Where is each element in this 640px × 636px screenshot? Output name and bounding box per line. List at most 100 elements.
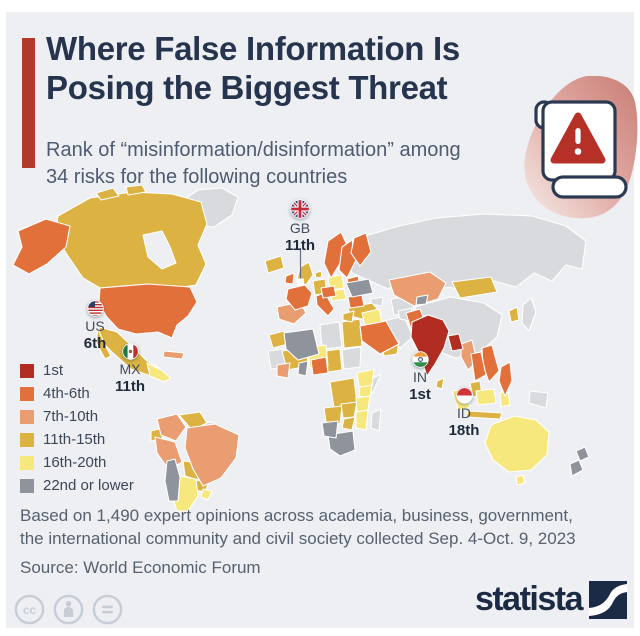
country-libya: [319, 321, 343, 350]
subtitle: Rank of “misinformation/disinformation” …: [46, 137, 461, 190]
country-norway: [323, 231, 348, 279]
callout-mx: MX 11th: [95, 343, 165, 395]
callout-mx-code: MX: [119, 361, 141, 377]
arctic-island: [95, 187, 120, 201]
country-venezuela: [178, 411, 208, 431]
callout-gb-rank: 11th: [284, 236, 315, 254]
country-angola: [323, 405, 343, 425]
country-south-korea: [508, 306, 520, 323]
legend-item: 22nd or lower: [20, 477, 134, 494]
country-madagascar: [370, 408, 382, 432]
callout-in-code: IN: [413, 369, 427, 385]
page-title: Where False Information Is Posing the Bi…: [46, 30, 460, 107]
country-iceland: [264, 255, 285, 274]
country-namibia: [321, 420, 339, 439]
country-new-zealand-south: [569, 459, 584, 477]
country-cuba: [162, 350, 185, 360]
statista-logo-icon: [589, 581, 627, 619]
country-zimbabwe: [341, 416, 356, 431]
country-sudan: [341, 346, 362, 370]
country-zambia: [340, 401, 358, 419]
country-tasmania: [515, 474, 526, 486]
country-brazil: [184, 423, 240, 487]
country-mexico-baja: [95, 328, 112, 360]
gb-leader-marker: [296, 278, 305, 286]
country-borneo: [475, 388, 497, 406]
country-romania: [347, 294, 365, 309]
indonesia-flag-icon: [455, 387, 473, 404]
country-australia: [484, 415, 550, 473]
country-kazakhstan: [388, 271, 447, 307]
country-united-states: [98, 283, 198, 339]
country-kyrgyzstan: [415, 294, 429, 306]
callout-us: US 6th: [60, 300, 130, 352]
hudson-bay: [142, 230, 177, 270]
callout-us-code: US: [85, 318, 105, 334]
cc-icon[interactable]: cc: [14, 594, 45, 625]
scroll-bottom-roll: [551, 175, 628, 199]
country-ghana: [297, 360, 309, 377]
country-sri-lanka: [435, 377, 445, 390]
footer-note: Based on 1,490 expert opinions across ac…: [20, 504, 576, 579]
footer-note-line-2: the international community and civil so…: [20, 529, 576, 549]
country-colombia: [156, 413, 187, 442]
footer-note-line-1: Based on 1,490 expert opinions across ac…: [20, 506, 573, 525]
country-java: [465, 410, 503, 420]
country-central-america: [146, 362, 172, 383]
country-denmark: [314, 270, 323, 279]
country-philippines: [498, 361, 513, 397]
country-uruguay: [200, 488, 213, 501]
country-alaska: [12, 218, 71, 275]
map-countries-rank5: [146, 274, 550, 512]
country-ireland: [284, 272, 295, 285]
title-line-2: Posing the Biggest Threat: [46, 68, 448, 106]
country-japan: [521, 297, 537, 332]
svg-text:cc: cc: [23, 603, 37, 617]
subtitle-line-2: 34 risks for the following countries: [46, 165, 348, 188]
statista-wordmark: statista: [474, 580, 584, 618]
world-map: [12, 185, 590, 512]
legend-swatch-22nd-or-lower: [20, 478, 34, 493]
country-ukraine-belarus: [345, 278, 374, 298]
country-india: [410, 314, 450, 377]
country-thailand: [470, 351, 487, 382]
callout-id-code: ID: [457, 405, 471, 421]
accent-bar: [22, 38, 35, 168]
title-line-1: Where False Information Is: [46, 30, 460, 67]
callout-gb: GB 11th: [265, 199, 335, 254]
country-papua: [528, 390, 549, 409]
country-greece: [342, 310, 355, 323]
country-mozambique: [355, 409, 369, 431]
legend-swatch-16th-20th: [20, 455, 34, 470]
legend-label: 4th-6th: [43, 385, 90, 402]
country-vietnam: [481, 344, 500, 383]
united-kingdom-flag-icon: [290, 199, 310, 219]
callout-mx-rank: 11th: [114, 377, 145, 395]
warning-scroll-illustration: [524, 76, 638, 219]
country-ivory-coast: [276, 362, 291, 379]
legend-label: 22nd or lower: [43, 477, 134, 494]
statista-logo[interactable]: statista: [474, 580, 627, 619]
map-legend: 1st 4th-6th 7th-10th 11th-15th 16th-20th…: [20, 362, 134, 500]
callout-us-rank: 6th: [83, 334, 107, 352]
country-caucasus: [370, 296, 384, 307]
country-algeria: [283, 328, 320, 361]
legend-swatch-11th-15th: [20, 432, 34, 447]
map-countries-no-data: [181, 187, 587, 436]
india-flag-icon: [411, 351, 429, 368]
country-nigeria: [310, 356, 329, 376]
arctic-island: [125, 185, 147, 196]
country-egypt: [341, 318, 363, 349]
country-ethiopia: [356, 368, 375, 388]
legend-swatch-1st: [20, 363, 34, 378]
country-canada: [54, 191, 208, 289]
country-mongolia: [451, 276, 498, 299]
warning-triangle-icon: [550, 112, 606, 164]
attribution-person-icon[interactable]: [53, 594, 84, 625]
legend-item: 1st: [20, 362, 134, 379]
equal-sign-icon[interactable]: [92, 594, 123, 625]
country-chile: [164, 458, 181, 502]
legend-label: 11th-15th: [43, 431, 106, 448]
country-czech-austria: [320, 285, 337, 299]
